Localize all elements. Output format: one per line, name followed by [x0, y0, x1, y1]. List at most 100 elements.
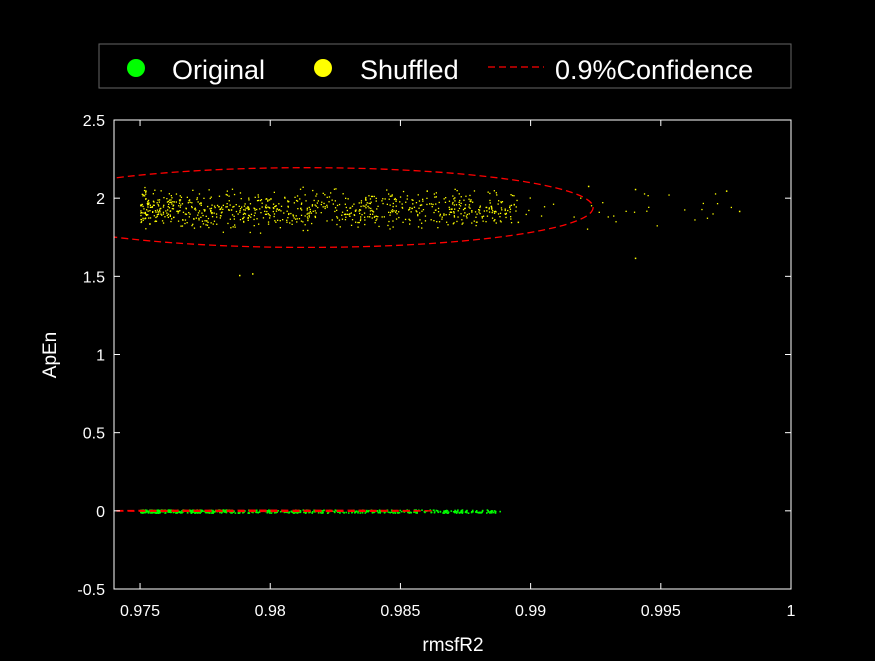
shuffled-point: [314, 215, 316, 218]
shuffled-point: [142, 212, 144, 214]
shuffled-point: [250, 213, 253, 215]
shuffled-point: [336, 204, 339, 207]
shuffled-point: [443, 214, 445, 216]
shuffled-point: [346, 209, 348, 212]
shuffled-point: [178, 199, 181, 201]
shuffled-point: [509, 211, 511, 213]
shuffled-point: [300, 203, 303, 205]
shuffled-point: [248, 214, 250, 216]
original-point: [277, 510, 279, 512]
shuffled-point: [311, 222, 313, 225]
shuffled-point: [353, 203, 355, 205]
shuffled-point: [345, 216, 347, 218]
shuffled-point: [409, 207, 411, 209]
original-point: [486, 512, 488, 514]
shuffled-point: [386, 203, 388, 205]
confidence-ellipses: [114, 167, 594, 513]
shuffled-point: [486, 215, 489, 217]
shuffled-point: [147, 214, 149, 216]
shuffled-point: [474, 211, 477, 213]
shuffled-point: [370, 201, 372, 203]
y-tick-label: 2: [96, 191, 105, 208]
shuffled-point: [273, 191, 275, 193]
shuffled-point: [465, 215, 468, 217]
original-point: [225, 509, 228, 511]
shuffled-point: [415, 210, 417, 212]
original-point: [477, 512, 480, 514]
shuffled-point: [492, 210, 494, 212]
shuffled-point: [180, 225, 182, 227]
shuffled-point: [349, 207, 351, 209]
shuffled-point: [464, 207, 466, 209]
shuffled-point: [370, 195, 373, 198]
shuffled-point: [239, 208, 242, 210]
shuffled-point: [257, 194, 259, 196]
shuffled-point: [528, 209, 530, 212]
shuffled-point: [513, 195, 515, 197]
shuffled-point: [288, 213, 290, 216]
shuffled-point: [355, 209, 357, 211]
shuffled-point: [157, 203, 159, 206]
shuffled-point: [364, 216, 366, 218]
shuffled-point: [334, 200, 336, 202]
shuffled-point: [313, 199, 315, 202]
shuffled-point: [350, 212, 352, 214]
shuffled-point: [598, 211, 600, 213]
shuffled-point: [273, 215, 275, 218]
original-point: [248, 512, 251, 514]
shuffled-point: [419, 219, 421, 221]
y-tick-label: 2.5: [83, 113, 105, 130]
original-point: [401, 510, 403, 513]
shuffled-point: [464, 212, 466, 214]
shuffled-point: [207, 205, 209, 208]
shuffled-point: [499, 212, 502, 214]
shuffled-point: [155, 211, 157, 213]
original-point: [305, 512, 307, 514]
shuffled-point: [453, 211, 455, 213]
shuffled-point: [464, 204, 467, 206]
original-point: [229, 511, 231, 513]
original-point: [430, 511, 432, 514]
shuffled-point: [309, 208, 311, 211]
shuffled-point: [143, 194, 145, 196]
shuffled-point: [141, 193, 143, 195]
original-point: [198, 512, 200, 514]
original-point: [447, 512, 449, 514]
shuffled-point: [242, 213, 245, 215]
original-point: [335, 510, 338, 512]
shuffled-point: [516, 199, 518, 202]
original-point: [460, 509, 463, 512]
shuffled-point: [149, 217, 152, 219]
shuffled-point: [239, 219, 242, 221]
original-point: [147, 512, 150, 514]
shuffled-point: [322, 192, 324, 194]
shuffled-point: [249, 231, 251, 234]
shuffled-point: [390, 210, 393, 212]
original-point: [267, 510, 269, 512]
shuffled-point: [239, 274, 241, 277]
shuffled-point: [256, 200, 259, 202]
shuffled-point: [226, 194, 228, 196]
shuffled-point: [286, 219, 288, 221]
shuffled-point: [311, 204, 314, 206]
original-point: [389, 511, 392, 514]
original-point: [366, 510, 368, 513]
original-point: [225, 511, 228, 514]
shuffled-point: [730, 206, 732, 209]
original-point: [371, 512, 374, 514]
x-tick-label: 0.98: [255, 603, 286, 620]
shuffled-point: [264, 213, 267, 215]
shuffled-point: [408, 218, 410, 220]
shuffled-point: [375, 200, 377, 202]
shuffled-point: [157, 213, 160, 215]
shuffled-point: [419, 212, 421, 214]
shuffled-point: [187, 202, 189, 204]
shuffled-point: [338, 219, 341, 221]
shuffled-point: [241, 206, 243, 208]
shuffled-point: [453, 216, 456, 218]
shuffled-point: [300, 214, 303, 216]
original-point: [211, 511, 214, 514]
shuffled-point: [213, 212, 215, 214]
original-point: [155, 511, 157, 514]
shuffled-point: [273, 213, 276, 215]
